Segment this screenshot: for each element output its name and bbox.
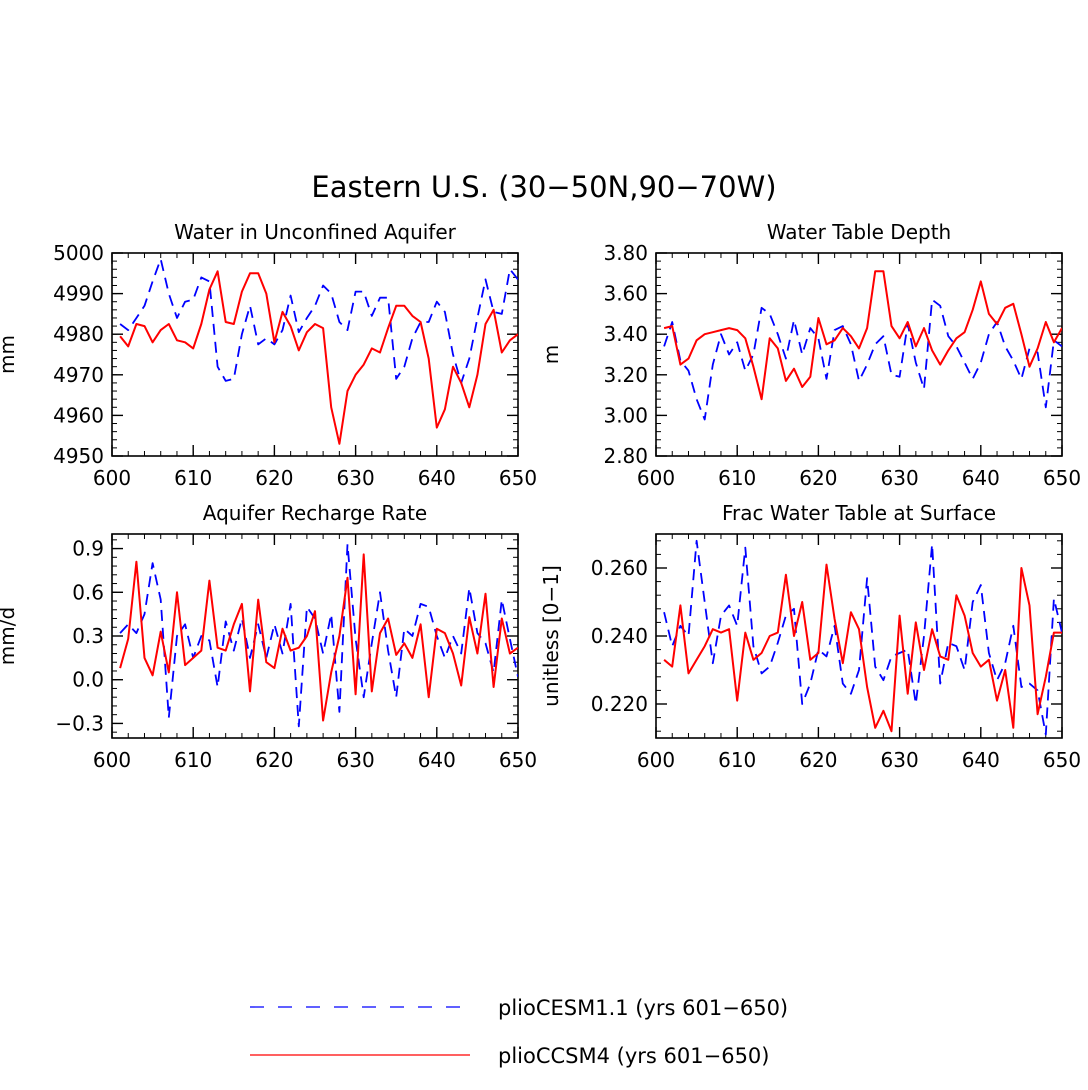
series-line-cesm [119,543,518,728]
x-tick-label: 620 [799,748,837,772]
series-line-ccsm [663,563,1062,733]
x-tick-label: 640 [962,466,1000,490]
y-tick-label: 5000 [53,241,104,265]
y-tick-label: 4980 [53,322,104,346]
x-tick-label: 650 [1043,466,1081,490]
y-tick-label: 4970 [53,363,104,387]
x-tick-label: 600 [93,748,131,772]
legend: plioCESM1.1 (yrs 601−650) plioCCSM4 (yrs… [250,996,788,1068]
series-line-cesm [119,258,518,384]
y-tick-label: 4990 [53,282,104,306]
y-tick-label: 3.80 [603,241,648,265]
panel-title: Water Table Depth [767,220,951,244]
x-tick-label: 620 [255,466,293,490]
panels: Water in Unconfined Aquifer mm 600 610 620 63… [0,220,1081,772]
x-tick-label: 640 [962,748,1000,772]
x-tick-label: 640 [418,466,456,490]
series-line-ccsm [119,270,518,445]
y-tick-label: 4950 [53,444,104,468]
x-tick-label: 630 [337,748,375,772]
panel-title: Aquifer Recharge Rate [203,501,428,525]
y-tick-label: 0.260 [591,556,648,580]
plot-frame [111,252,519,457]
x-tick-label: 610 [174,466,212,490]
y-tick-label: 0.3 [72,624,104,648]
panel-3: Aquifer Recharge Rate mm/d 600 610 620 630 640… [0,501,537,772]
y-tick-label: 0.0 [72,668,104,692]
x-tick-label: 650 [1043,748,1081,772]
y-tick-label: 0.6 [72,580,104,604]
plot-frame [655,252,1063,457]
x-tick-label: 610 [718,748,756,772]
y-tick-label: 2.80 [603,444,648,468]
y-tick-label: 4960 [53,403,104,427]
y-tick-label: 3.00 [603,403,648,427]
y-axis-label: mm/d [0,607,19,665]
y-tick-label: 3.20 [603,363,648,387]
panel-title: Water in Unconfined Aquifer [174,220,457,244]
x-tick-label: 610 [174,748,212,772]
x-tick-label: 600 [637,466,675,490]
panel-1: Water in Unconfined Aquifer mm 600 610 620 63… [0,220,537,490]
y-axis-label: mm [0,335,19,374]
panel-title: Frac Water Table at Surface [722,501,996,525]
legend-label-cesm: plioCESM1.1 (yrs 601−650) [498,996,788,1020]
series-line-ccsm [663,270,1062,401]
y-axis-label: m [539,345,563,364]
series-line-ccsm [119,553,518,722]
x-tick-label: 630 [881,748,919,772]
y-tick-label: −0.3 [55,711,104,735]
y-tick-label: 0.9 [72,537,104,561]
x-tick-label: 620 [799,466,837,490]
y-axis-label: unitless [0−1] [539,565,563,707]
series-line-cesm [663,298,1062,421]
y-tick-label: 3.60 [603,282,648,306]
x-tick-label: 600 [93,466,131,490]
x-tick-label: 650 [499,748,537,772]
x-tick-label: 600 [637,748,675,772]
y-tick-label: 3.40 [603,322,648,346]
panel-4: Frac Water Table at Surface unitless [0−1… [539,501,1081,772]
x-tick-label: 650 [499,466,537,490]
x-tick-label: 630 [881,466,919,490]
x-tick-label: 640 [418,748,456,772]
x-tick-label: 620 [255,748,293,772]
legend-label-ccsm: plioCCSM4 (yrs 601−650) [498,1044,769,1068]
series-line-cesm [663,539,1062,736]
panel-2: Water Table Depth m 600 610 620 630 640 650 2.80… [539,220,1081,490]
y-tick-label: 0.220 [591,692,648,716]
y-tick-label: 0.240 [591,624,648,648]
x-tick-label: 630 [337,466,375,490]
figure-title: Eastern U.S. (30−50N,90−70W) [311,170,776,204]
x-tick-label: 610 [718,466,756,490]
